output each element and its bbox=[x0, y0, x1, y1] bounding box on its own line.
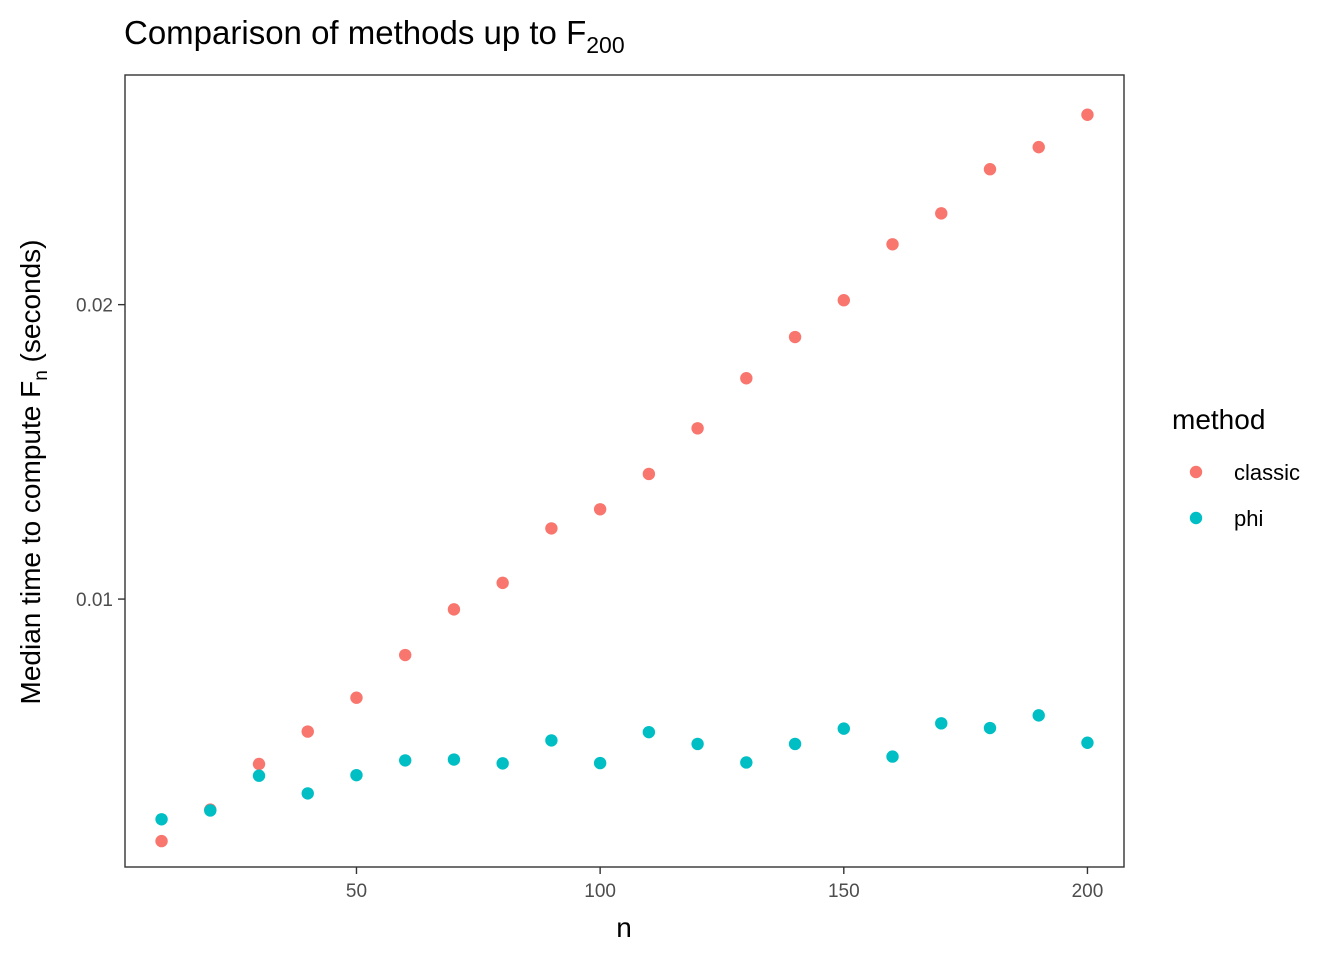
point-classic-170 bbox=[935, 207, 948, 220]
y-axis-title-subscript: n bbox=[31, 370, 52, 381]
point-phi-60 bbox=[399, 754, 412, 767]
point-classic-90 bbox=[545, 522, 558, 535]
y-tick-label-0.01: 0.01 bbox=[76, 590, 113, 611]
point-phi-10 bbox=[155, 813, 168, 826]
point-phi-30 bbox=[252, 769, 266, 782]
chart-title-main: Comparison of methods up to F bbox=[124, 14, 586, 51]
point-phi-120 bbox=[691, 737, 704, 751]
legend-title: method bbox=[1172, 404, 1265, 435]
point-phi-70 bbox=[447, 753, 461, 766]
x-tick-label-100: 100 bbox=[584, 881, 616, 902]
point-classic-150 bbox=[837, 294, 850, 307]
x-axis-title: n bbox=[616, 912, 632, 943]
point-classic-30 bbox=[252, 757, 266, 771]
point-classic-50 bbox=[350, 691, 363, 704]
x-tick-label-150: 150 bbox=[828, 881, 860, 902]
chart-title: Comparison of methods up to F200 bbox=[124, 14, 625, 58]
y-axis-title-suffix: (seconds) bbox=[15, 240, 46, 371]
x-tick-label-200: 200 bbox=[1072, 881, 1104, 902]
legend-items: classic phi bbox=[1189, 460, 1300, 531]
point-classic-60 bbox=[399, 648, 412, 662]
point-phi-160 bbox=[886, 750, 899, 763]
legend-label-phi: phi bbox=[1234, 506, 1263, 531]
point-classic-70 bbox=[447, 603, 461, 616]
point-phi-100 bbox=[593, 756, 607, 770]
points-layer bbox=[155, 108, 1094, 848]
point-classic-140 bbox=[788, 330, 802, 344]
point-phi-180 bbox=[983, 721, 997, 735]
y-tick-label-0.02: 0.02 bbox=[76, 296, 113, 317]
point-classic-40 bbox=[301, 725, 314, 738]
point-phi-150 bbox=[837, 722, 850, 735]
chart-title-subscript: 200 bbox=[586, 32, 624, 58]
y-axis-title: Median time to compute Fn (seconds) bbox=[15, 240, 52, 705]
point-classic-160 bbox=[886, 238, 899, 251]
point-phi-20 bbox=[204, 804, 217, 817]
legend-key-phi bbox=[1189, 511, 1203, 525]
legend: method classic phi bbox=[1172, 404, 1300, 531]
point-phi-170 bbox=[935, 717, 948, 730]
y-axis-title-prefix: Median time to compute F bbox=[15, 381, 46, 705]
point-phi-200 bbox=[1081, 736, 1094, 749]
x-tick-label-50: 50 bbox=[346, 881, 367, 902]
point-classic-120 bbox=[691, 422, 704, 435]
x-axis: 50 100 150 200 bbox=[346, 867, 1103, 902]
point-classic-130 bbox=[740, 372, 753, 385]
point-classic-80 bbox=[496, 576, 509, 590]
point-classic-200 bbox=[1081, 108, 1094, 121]
point-phi-130 bbox=[740, 756, 753, 769]
point-phi-190 bbox=[1032, 709, 1045, 722]
point-phi-40 bbox=[301, 787, 314, 800]
point-classic-100 bbox=[593, 503, 607, 516]
point-phi-110 bbox=[642, 725, 656, 739]
point-classic-190 bbox=[1032, 140, 1045, 154]
point-classic-110 bbox=[642, 467, 656, 481]
point-phi-50 bbox=[350, 768, 363, 782]
point-phi-140 bbox=[788, 737, 802, 751]
y-axis: 0.01 0.02 bbox=[76, 296, 125, 611]
plot-panel-border bbox=[124, 74, 1125, 868]
point-phi-80 bbox=[496, 757, 509, 770]
point-classic-10 bbox=[155, 834, 168, 848]
legend-label-classic: classic bbox=[1234, 460, 1300, 485]
point-classic-180 bbox=[983, 163, 997, 176]
point-phi-90 bbox=[545, 734, 558, 747]
legend-key-classic bbox=[1189, 465, 1203, 479]
